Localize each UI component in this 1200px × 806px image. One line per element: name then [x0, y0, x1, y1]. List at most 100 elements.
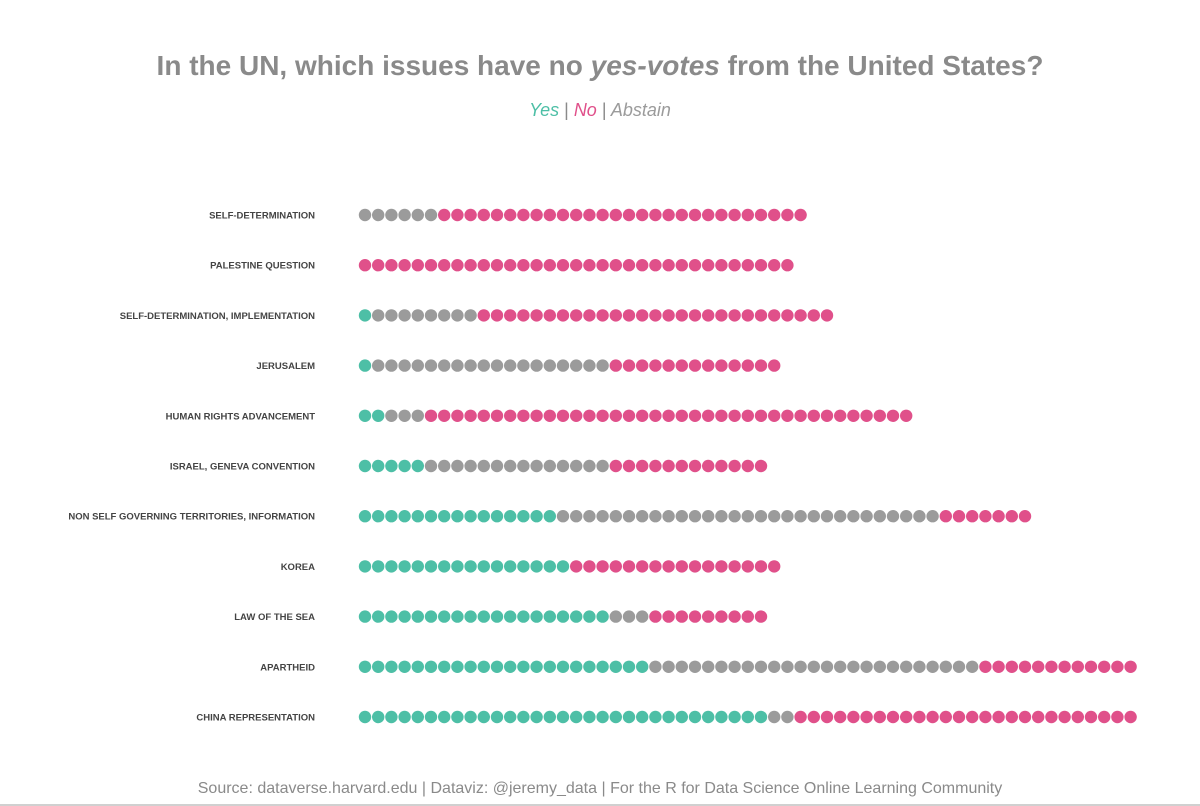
vote-dot-yes	[530, 610, 543, 623]
vote-dot-no	[754, 610, 768, 623]
vote-dot-no	[702, 459, 715, 473]
vote-dot-no	[952, 510, 966, 523]
vote-dot-no	[992, 710, 1005, 724]
vote-dot-no	[886, 710, 900, 724]
vote-dot-no	[636, 259, 649, 272]
vote-dot-no	[979, 510, 992, 523]
vote-dot-no	[1098, 660, 1111, 673]
vote-dot-abstain	[820, 660, 834, 673]
vote-dot-no	[583, 560, 596, 573]
vote-dot-no	[754, 259, 768, 272]
vote-dot-yes	[411, 610, 424, 623]
vote-dot-no	[504, 208, 517, 222]
vote-dot-yes	[477, 610, 490, 623]
vote-dot-no	[768, 309, 781, 322]
vote-dot-yes	[477, 660, 490, 673]
vote-dot-yes	[358, 560, 372, 573]
vote-dot-abstain	[662, 510, 675, 523]
vote-dot-no	[398, 259, 411, 272]
vote-dot-no	[464, 409, 477, 422]
vote-dot-abstain	[372, 359, 385, 372]
vote-dot-yes	[583, 710, 596, 724]
vote-dot-no	[490, 259, 504, 272]
vote-dot-no	[768, 359, 781, 372]
vote-dot-yes	[636, 660, 649, 673]
vote-dot-no	[596, 259, 609, 272]
vote-dot-no	[952, 710, 966, 724]
vote-dot-no	[543, 208, 556, 222]
vote-dot-no	[1124, 710, 1137, 724]
vote-dot-no	[662, 259, 675, 272]
vote-dot-no	[781, 309, 794, 322]
vote-dot-abstain	[372, 208, 385, 222]
row-label: NON SELF GOVERNING TERRITORIES, INFORMAT…	[68, 512, 315, 523]
vote-dot-no	[477, 309, 490, 322]
vote-dot-no	[622, 259, 636, 272]
vote-dot-no	[688, 560, 702, 573]
vote-dot-abstain	[556, 359, 570, 372]
vote-dot-abstain	[820, 510, 834, 523]
vote-dot-no	[715, 560, 728, 573]
vote-dot-no	[622, 359, 636, 372]
vote-dot-yes	[702, 710, 715, 724]
vote-dot-no	[662, 359, 675, 372]
vote-dot-no	[794, 409, 807, 422]
vote-dot-no	[728, 459, 741, 473]
vote-dot-abstain	[570, 459, 583, 473]
vote-dot-yes	[754, 710, 768, 724]
vote-dot-abstain	[451, 309, 464, 322]
vote-dot-no	[781, 409, 794, 422]
vote-dot-no	[649, 560, 662, 573]
vote-dot-abstain	[847, 660, 860, 673]
vote-dot-no	[424, 409, 438, 422]
vote-dot-abstain	[490, 359, 504, 372]
vote-dot-yes	[372, 610, 385, 623]
vote-dot-no	[702, 560, 715, 573]
vote-dot-yes	[504, 510, 517, 523]
vote-dot-no	[438, 208, 451, 222]
vote-dot-no	[794, 309, 807, 322]
vote-dot-no	[1032, 710, 1045, 724]
vote-dot-no	[543, 259, 556, 272]
vote-dot-yes	[477, 710, 490, 724]
vote-dot-no	[583, 208, 596, 222]
title-part-2: yes-votes	[590, 50, 720, 81]
vote-dot-yes	[675, 710, 688, 724]
vote-dot-no	[570, 560, 583, 573]
vote-dot-abstain	[636, 510, 649, 523]
vote-dot-yes	[543, 560, 556, 573]
legend-no: No	[573, 100, 597, 120]
vote-dot-yes	[570, 610, 583, 623]
vote-dot-no	[768, 409, 781, 422]
vote-dot-no	[438, 409, 451, 422]
vote-dot-no	[490, 309, 504, 322]
vote-dot-abstain	[411, 409, 424, 422]
vote-dot-no	[556, 208, 570, 222]
vote-dot-yes	[570, 710, 583, 724]
vote-dot-yes	[451, 660, 464, 673]
vote-dot-abstain	[530, 459, 543, 473]
vote-dot-abstain	[609, 510, 622, 523]
vote-dot-yes	[385, 710, 398, 724]
vote-dot-yes	[424, 560, 438, 573]
vote-dot-yes	[451, 560, 464, 573]
vote-dot-yes	[438, 610, 451, 623]
vote-dot-yes	[385, 660, 398, 673]
vote-dot-no	[609, 560, 622, 573]
vote-dot-no	[754, 459, 768, 473]
vote-dot-no	[517, 208, 530, 222]
row-label: PALESTINE QUESTION	[210, 261, 315, 272]
vote-dot-no	[794, 208, 807, 222]
vote-dot-abstain	[873, 510, 886, 523]
vote-dot-no	[662, 208, 675, 222]
vote-dot-abstain	[886, 510, 900, 523]
vote-dot-no	[530, 208, 543, 222]
vote-dot-no	[715, 208, 728, 222]
vote-dot-yes	[517, 510, 530, 523]
legend-yes: Yes	[529, 100, 560, 120]
vote-dot-yes	[398, 610, 411, 623]
vote-dot-no	[754, 309, 768, 322]
vote-dot-no	[873, 710, 886, 724]
vote-dot-no	[1111, 660, 1124, 673]
vote-dot-no	[411, 259, 424, 272]
